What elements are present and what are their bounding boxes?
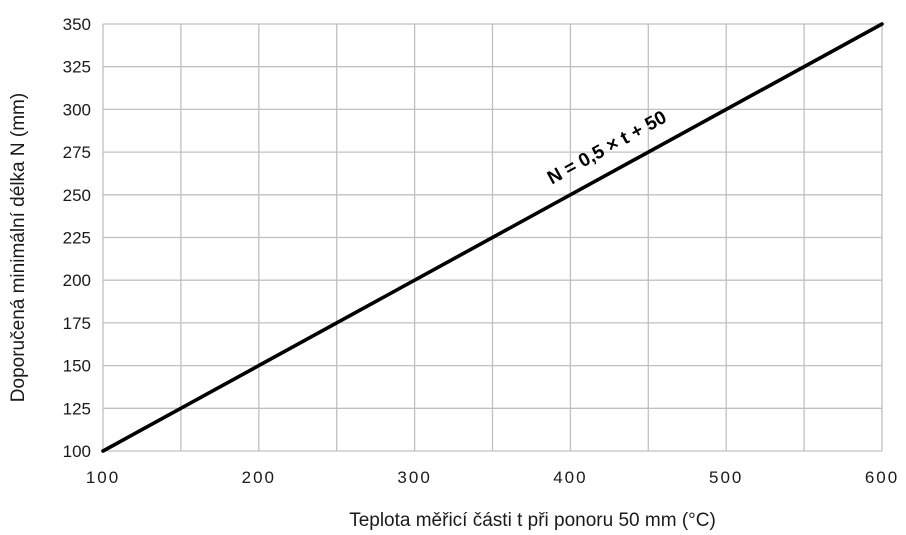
y-tick-label: 125 (63, 399, 91, 418)
y-tick-label: 200 (63, 271, 91, 290)
y-tick-label: 350 (63, 15, 91, 34)
y-tick-label: 325 (63, 58, 91, 77)
equation-annotation: N = 0,5 × t + 50 (544, 107, 670, 189)
y-tick-labels: 100 125 150 175 200 225 250 275 300 325 350 (63, 15, 91, 461)
series-line (101, 22, 884, 453)
y-tick-label: 150 (63, 357, 91, 376)
x-tick-label: 400 (553, 468, 587, 487)
y-tick-label: 225 (63, 229, 91, 248)
series-layer (101, 22, 884, 453)
y-tick-label: 175 (63, 314, 91, 333)
y-axis-title: Doporučená minimální délka N (mm) (8, 93, 29, 402)
y-tick-label: 100 (63, 442, 91, 461)
x-axis-title: Teplota měřicí části t při ponoru 50 mm … (349, 510, 716, 531)
x-tick-label: 100 (86, 468, 120, 487)
x-tick-label: 200 (242, 468, 276, 487)
x-tick-labels: 100 200 300 400 500 600 (86, 468, 899, 487)
x-tick-label: 300 (397, 468, 431, 487)
y-tick-label: 275 (63, 143, 91, 162)
y-tick-label: 300 (63, 100, 91, 119)
x-tick-label: 500 (709, 468, 743, 487)
y-tick-label: 250 (63, 186, 91, 205)
x-tick-label: 600 (865, 468, 899, 487)
